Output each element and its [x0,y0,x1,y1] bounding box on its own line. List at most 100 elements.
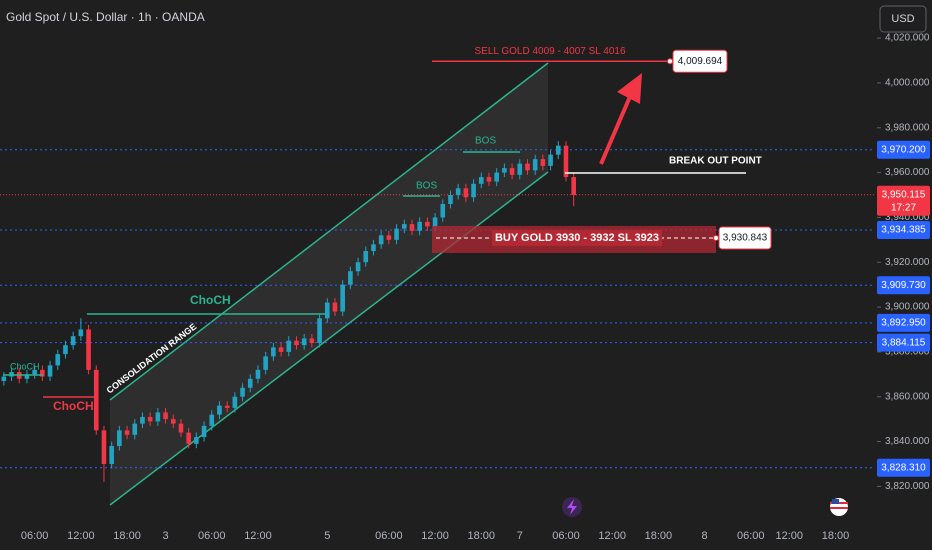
y-tick-label: 3,900.000 [885,302,930,313]
candle-body [155,412,161,422]
y-tick-label: 3,920.000 [885,257,930,268]
y-tick-label: 3,960.000 [885,167,930,178]
sell-price-box [672,49,728,73]
candle-body [70,336,76,346]
x-tick-label: 06:00 [737,530,765,542]
current-price-label: 3,950.115 [882,189,926,200]
candle-body [417,221,422,231]
candle-body [78,329,84,337]
candle-body [486,177,492,182]
candle-body [348,271,353,285]
candle-body [555,145,561,155]
sell-text: SELL GOLD 4009 - 4007 SL 4016 [474,46,625,57]
level-label: 3,892.950 [881,318,926,329]
level-box [877,458,930,477]
level-box [877,140,930,159]
level-label: 3,934.385 [881,225,926,236]
buy-price-label: 3,930.843 [723,233,768,244]
candle-body [409,224,415,231]
candle-body [201,425,207,438]
y-tick-label: 3,880.000 [885,347,930,358]
price-axis: 3,820.000 3,840.000 3,860.000 3,880.000 3,90… [21,33,930,542]
candle-body [217,405,222,415]
y-tick-label: 4,020.000 [885,33,930,44]
y-tick-label: 3,820.000 [885,481,930,492]
candle-body [563,145,569,178]
candle-body [101,430,107,464]
level-box [877,313,930,332]
x-tick-label: 18:00 [822,530,850,542]
currency-label[interactable]: USD [891,13,914,25]
bos-label: BOS [416,181,437,192]
candle-body [47,365,53,377]
sell-price-label: 4,009.694 [678,56,723,67]
candle-body [140,416,145,424]
level-label: 3,970.200 [881,144,926,155]
candle-body [224,405,230,408]
x-tick-label: 5 [324,530,330,542]
level-box [877,276,930,295]
chart-title: Gold Spot / U.S. Dollar · 1h · OANDA [6,10,205,24]
buy-anchor [713,234,719,241]
level-label: 3,884.115 [882,337,926,348]
candle-body [502,168,507,173]
candle-body [163,412,168,420]
y-tick-label: 3,840.000 [885,436,930,447]
candle-body [509,168,515,175]
buy-text-bg [492,229,662,246]
candle-body [109,446,114,464]
candle-body [332,302,338,312]
x-tick-label: 18:00 [468,530,496,542]
candle-body [40,369,45,377]
x-tick-label: 06:00 [552,530,580,542]
candle-body [32,369,37,375]
candles [1,141,576,482]
candle-body [86,329,91,370]
candle-body [571,177,576,195]
y-tick-label: 3,980.000 [885,122,930,133]
candle-body [371,244,376,252]
candle-body [386,235,392,240]
candle-body [494,172,499,182]
candle-body [532,159,538,171]
candle-body [301,338,307,346]
flag-stripe [830,507,848,509]
candle-body [232,396,238,408]
bos-label: BOS [475,136,496,147]
candle-body [271,347,276,357]
candle-body [286,340,292,352]
candle-body [24,374,30,379]
arrow-shaft [599,91,634,165]
x-tick-label: 12:00 [776,530,804,542]
y-tick-label: 4,000.000 [885,78,930,89]
candle-body [463,188,469,198]
candle-body [401,224,407,229]
candle-body [263,356,268,370]
channel-fill [110,63,548,505]
level-label: 3,909.730 [881,280,926,291]
level-label: 3,828.310 [881,462,926,473]
candle-body [471,183,476,198]
level-box [877,333,930,352]
y-tick-label: 3,860.000 [885,391,930,402]
annotations: ChoCH ChoCH ChoCH CONSOLIDATION RANGE BO… [3,46,848,517]
x-tick-label: 18:00 [645,530,673,542]
x-tick-label: 8 [702,530,708,542]
candle-body [194,437,199,444]
choch-label: ChoCH [10,361,40,371]
candle-body [394,228,399,240]
event-icon-bolt [567,499,577,515]
candle-body [247,378,253,388]
candle-body [147,416,153,422]
candle-body [63,345,68,355]
candle-body [440,203,446,218]
candle-body [317,318,322,343]
candle-body [548,154,553,166]
candle-body [255,369,261,379]
buy-text: BUY GOLD 3930 - 3932 SL 3923 [495,232,659,244]
currency-button[interactable] [879,5,927,33]
candle-body [324,302,330,319]
x-tick-label: 3 [162,530,168,542]
candle-body [132,423,138,435]
